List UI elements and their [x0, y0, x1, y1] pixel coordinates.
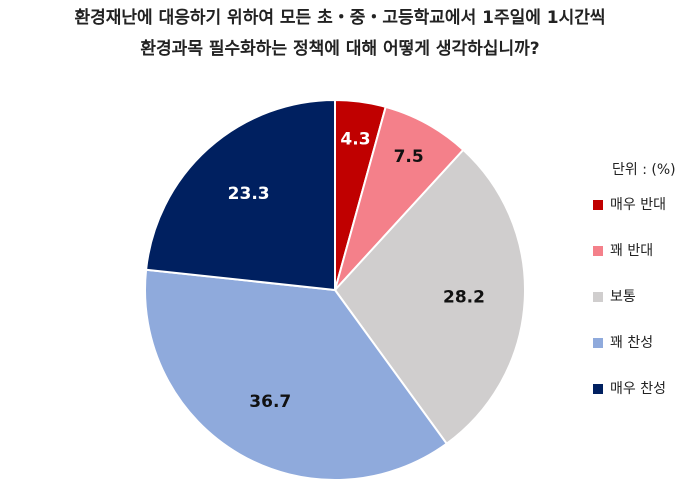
chart-title: 환경재난에 대응하기 위하여 모든 초・중・고등학교에서 1주일에 1시간씩 [74, 8, 605, 28]
data-label: 36.7 [249, 392, 291, 412]
legend-swatch [593, 384, 603, 394]
pie-slice [144, 98, 336, 292]
legend-label: 매우 찬성 [610, 381, 666, 397]
legend-swatch [593, 292, 603, 302]
pie-slice [144, 268, 449, 481]
chart-title: 환경과목 필수화하는 정책에 대해 어떻게 생각하십니까? [140, 38, 539, 59]
legend-title: 단위 : (%) [612, 162, 676, 178]
data-label: 28.2 [443, 287, 485, 307]
legend-swatch [593, 338, 603, 348]
legend-swatch [593, 200, 603, 210]
legend-label: 꽤 찬성 [610, 335, 653, 351]
legend-swatch [593, 246, 603, 256]
data-label: 23.3 [228, 184, 270, 204]
legend-label: 매우 반대 [610, 197, 666, 213]
data-label: 4.3 [340, 129, 370, 149]
legend-label: 꽤 반대 [610, 243, 653, 259]
data-label: 7.5 [394, 147, 424, 167]
pie-slice [333, 148, 526, 446]
legend-label: 보통 [610, 289, 636, 305]
